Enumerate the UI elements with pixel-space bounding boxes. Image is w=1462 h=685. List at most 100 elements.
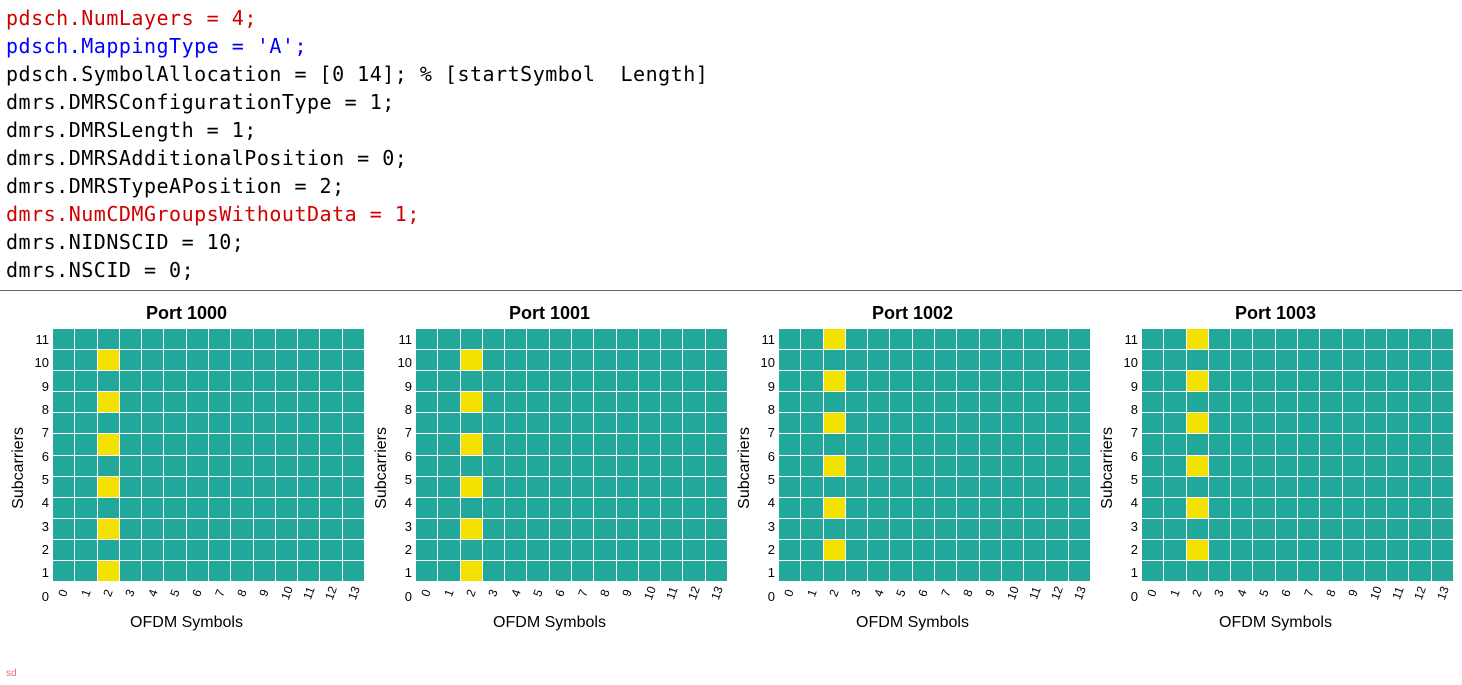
grid-cell [298,456,319,476]
grid-cell [1253,519,1274,539]
grid-cell [550,392,571,412]
grid-cell [1276,519,1297,539]
grid-cell [572,561,593,581]
grid-cell [1343,456,1364,476]
x-axis-label: OFDM Symbols [8,614,365,632]
x-tick: 9 [618,584,636,602]
grid-cell [1320,540,1341,560]
grid-cell [868,434,889,454]
grid-cell [505,434,526,454]
y-tick: 9 [756,380,775,393]
dmrs-cell [1187,371,1208,391]
grid-cell [1320,329,1341,349]
grid-cell [1387,413,1408,433]
x-tick: 1 [1166,584,1184,602]
grid-cell [683,392,704,412]
grid-cell [254,392,275,412]
grid-cell [53,561,74,581]
y-axis-label: Subcarriers [371,427,393,509]
grid-cell [594,477,615,497]
grid-cell [1209,456,1230,476]
grid-cell [1046,477,1067,497]
grid-cell [209,329,230,349]
dmrs-cell [461,477,482,497]
x-tick: 13 [1434,584,1452,602]
grid-cell [639,519,660,539]
grid-cell [53,477,74,497]
x-tick: 4 [144,584,162,602]
grid-cell [320,519,341,539]
grid-cell [1432,498,1453,518]
grid-cell [120,561,141,581]
grid-cell [320,477,341,497]
grid-cell [957,456,978,476]
grid-cell [527,371,548,391]
y-axis-label: Subcarriers [8,427,30,509]
grid-cell [505,456,526,476]
code-line: pdsch.NumLayers = 4; [6,4,1456,32]
x-tick: 1 [77,584,95,602]
grid-cell [461,456,482,476]
grid-cell [505,561,526,581]
grid-cell [913,498,934,518]
grid-cell [1276,456,1297,476]
grid-cell [120,392,141,412]
grid-cell [75,434,96,454]
grid-cell [1343,519,1364,539]
grid-cell [980,350,1001,370]
grid-cell [868,371,889,391]
grid-cell [53,519,74,539]
dmrs-cell [98,434,119,454]
grid-cell [617,371,638,391]
grid-cell [1276,561,1297,581]
grid-cell [594,456,615,476]
grid-cell [461,498,482,518]
grid-cell [1164,392,1185,412]
grid-cell [187,413,208,433]
dmrs-cell [1187,456,1208,476]
grid-cell [1164,561,1185,581]
x-axis-label: OFDM Symbols [734,614,1091,632]
dmrs-cell [1187,329,1208,349]
grid-cell [1253,350,1274,370]
grid-cell [594,392,615,412]
y-tick: 4 [30,496,49,509]
grid-cell [254,329,275,349]
grid-cell [1142,477,1163,497]
grid-cell [706,456,727,476]
x-tick: 13 [708,584,726,602]
grid-cell [572,371,593,391]
grid-cell [1320,413,1341,433]
dmrs-cell [98,519,119,539]
grid-cell [890,498,911,518]
grid-cell [1387,329,1408,349]
grid-cell [164,371,185,391]
x-tick: 5 [529,584,547,602]
grid-cell [527,329,548,349]
grid-cell [594,561,615,581]
grid-cell [639,498,660,518]
grid-cell [1069,434,1090,454]
grid-cell [120,519,141,539]
grid-cell [594,329,615,349]
x-tick: 3 [121,584,139,602]
grid-cell [1432,561,1453,581]
grid-cell [683,477,704,497]
x-tick: 4 [870,584,888,602]
grid-cell [231,434,252,454]
grid-cell [416,561,437,581]
grid-cell [1002,561,1023,581]
x-tick: 6 [551,584,569,602]
grid-cell [617,540,638,560]
grid-cell [483,477,504,497]
grid-cell [1069,413,1090,433]
chart-panel: Port 1002Subcarriers01234567891011012345… [734,303,1091,632]
grid-cell [1320,456,1341,476]
grid-cell [1209,477,1230,497]
grid-cell [617,413,638,433]
grid-cell [1387,540,1408,560]
grid-cell [527,434,548,454]
grid-cell [209,540,230,560]
grid-cell [1142,329,1163,349]
y-tick: 5 [393,473,412,486]
